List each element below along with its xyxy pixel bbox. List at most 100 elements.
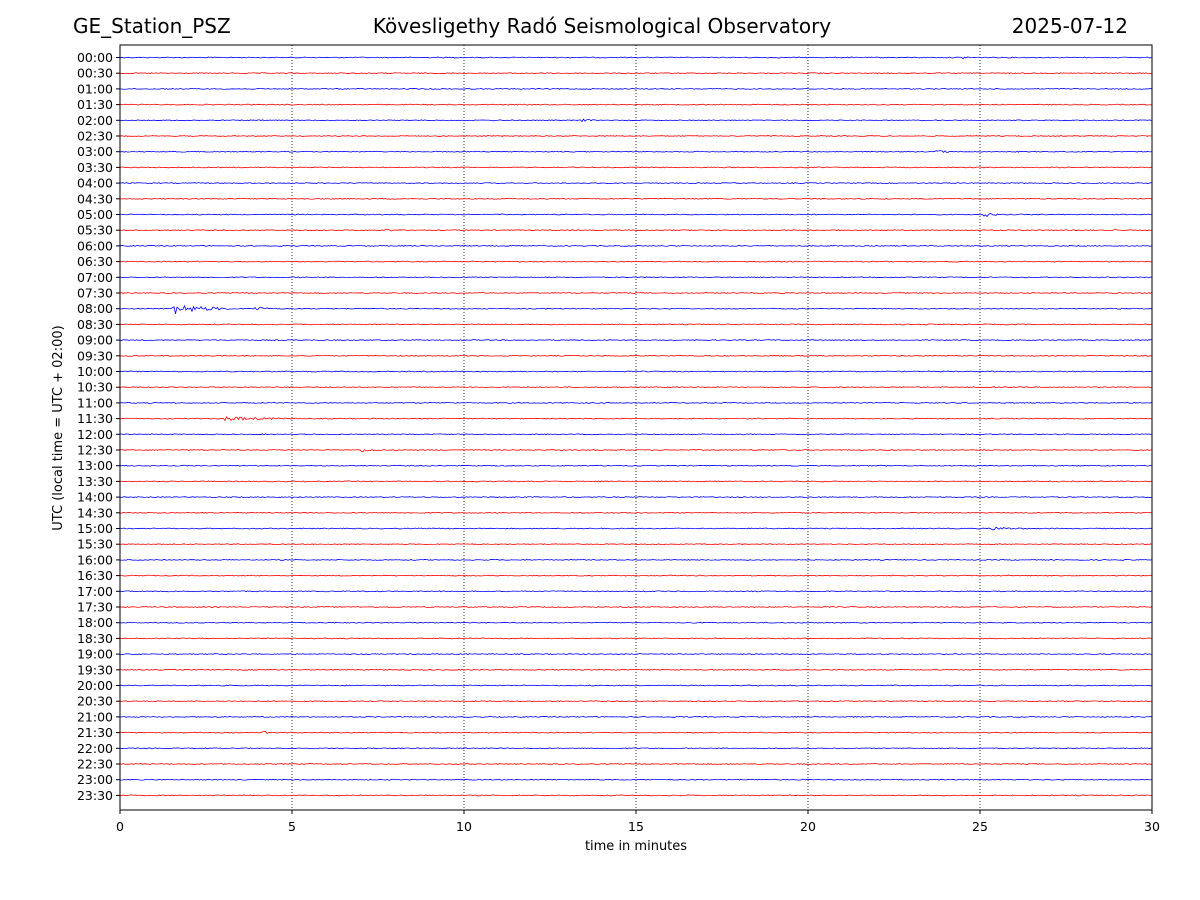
trace-row-1500 [119, 526, 1153, 531]
trace-row-2030 [119, 700, 1153, 703]
trace-row-1400 [119, 496, 1153, 498]
trace-row-1630 [119, 574, 1153, 577]
trace-row-0830 [119, 323, 1153, 326]
trace-row-1930 [119, 668, 1153, 671]
y-tick-label-1600: 16:00 [77, 552, 113, 567]
y-tick-label-0930: 09:30 [77, 348, 113, 363]
trace-row-0800 [119, 304, 1153, 314]
trace-row-1200 [119, 433, 1153, 436]
x-tick-label-25: 25 [972, 819, 988, 834]
y-tick-label-1400: 14:00 [77, 490, 113, 505]
y-tick-label-1530: 15:30 [77, 537, 113, 552]
trace-row-1000 [119, 370, 1153, 373]
y-axis-label: UTC (local time = UTC + 02:00) [51, 325, 66, 530]
trace-row-0200 [119, 118, 1153, 123]
y-tick-label-1100: 11:00 [77, 395, 113, 410]
y-tick-label-0200: 02:00 [77, 113, 113, 128]
x-tick-label-5: 5 [288, 819, 296, 834]
trace-row-0100 [119, 88, 1153, 90]
trace-row-2300 [119, 778, 1153, 781]
trace-row-0330 [119, 166, 1153, 169]
trace-row-1830 [119, 637, 1153, 640]
y-tick-label-2030: 20:30 [77, 694, 113, 709]
x-tick-label-20: 20 [800, 819, 816, 834]
y-axis: 00:0000:3001:0001:3002:0002:3003:0003:30… [77, 50, 120, 803]
y-tick-label-0230: 02:30 [77, 129, 113, 144]
y-tick-label-1030: 10:30 [77, 380, 113, 395]
y-tick-label-0630: 06:30 [77, 254, 113, 269]
trace-row-0400 [119, 182, 1153, 184]
y-tick-label-1900: 19:00 [77, 647, 113, 662]
trace-row-0300 [119, 150, 1153, 153]
y-tick-label-2230: 22:30 [77, 757, 113, 772]
y-tick-label-0830: 08:30 [77, 317, 113, 332]
y-tick-label-0030: 00:30 [77, 66, 113, 81]
y-tick-label-2330: 23:30 [77, 788, 113, 803]
trace-row-0730 [119, 292, 1153, 294]
y-tick-label-0400: 04:00 [77, 176, 113, 191]
trace-row-1130 [119, 416, 1153, 422]
y-tick-label-0900: 09:00 [77, 333, 113, 348]
y-tick-label-1430: 14:30 [77, 505, 113, 520]
trace-row-0430 [119, 197, 1153, 200]
trace-row-1300 [119, 464, 1153, 467]
trace-row-1800 [119, 621, 1153, 624]
trace-row-1730 [119, 606, 1153, 608]
y-tick-label-1330: 13:30 [77, 474, 113, 489]
y-tick-label-0000: 00:00 [77, 50, 113, 65]
y-tick-label-1730: 17:30 [77, 600, 113, 615]
y-tick-label-1630: 16:30 [77, 568, 113, 583]
y-tick-label-0600: 06:00 [77, 238, 113, 253]
y-tick-label-1000: 10:00 [77, 364, 113, 379]
seismogram-traces [119, 56, 1153, 797]
trace-row-2330 [119, 794, 1153, 797]
y-tick-label-1130: 11:30 [77, 411, 113, 426]
trace-row-2230 [119, 763, 1153, 765]
observatory-title: Kövesligethy Radó Seismological Observat… [372, 14, 832, 38]
trace-row-0030 [119, 72, 1153, 75]
trace-row-1700 [119, 590, 1153, 593]
trace-row-0000 [119, 56, 1153, 60]
y-tick-label-0700: 07:00 [77, 270, 113, 285]
trace-row-0700 [119, 276, 1153, 279]
trace-row-1230 [119, 449, 1153, 453]
y-tick-label-2000: 20:00 [77, 678, 113, 693]
y-tick-label-0430: 04:30 [77, 191, 113, 206]
trace-row-1330 [119, 480, 1153, 483]
y-tick-label-1300: 13:00 [77, 458, 113, 473]
x-axis: 0 5 10 15 20 25 30 [116, 810, 1160, 834]
trace-row-1100 [119, 402, 1153, 404]
station-name: GE_Station_PSZ [73, 14, 231, 38]
y-tick-label-1700: 17:00 [77, 584, 113, 599]
trace-row-0130 [119, 103, 1153, 106]
trace-row-0230 [119, 135, 1153, 137]
y-tick-label-0100: 01:00 [77, 81, 113, 96]
x-tick-label-30: 30 [1144, 819, 1160, 834]
y-tick-label-0530: 05:30 [77, 223, 113, 238]
trace-row-0600 [119, 245, 1153, 247]
trace-row-1430 [119, 511, 1153, 514]
trace-row-0900 [119, 339, 1153, 341]
trace-row-1900 [119, 653, 1153, 655]
y-tick-label-1930: 19:30 [77, 662, 113, 677]
trace-row-0530 [119, 228, 1153, 232]
x-tick-label-0: 0 [116, 819, 124, 834]
y-tick-label-0300: 03:00 [77, 144, 113, 159]
trace-row-2000 [119, 684, 1153, 687]
trace-row-0630 [119, 260, 1153, 263]
x-tick-label-10: 10 [456, 819, 472, 834]
y-tick-label-0730: 07:30 [77, 286, 113, 301]
y-tick-label-2130: 21:30 [77, 725, 113, 740]
trace-row-1030 [119, 386, 1153, 389]
x-tick-label-15: 15 [628, 819, 644, 834]
y-tick-label-0130: 01:30 [77, 97, 113, 112]
y-tick-label-2100: 21:00 [77, 709, 113, 724]
x-axis-label: time in minutes [585, 839, 687, 854]
trace-row-1600 [119, 559, 1153, 561]
grid-lines [291, 45, 981, 810]
trace-row-2200 [119, 747, 1153, 750]
y-tick-label-1500: 15:00 [77, 521, 113, 536]
y-tick-label-1830: 18:30 [77, 631, 113, 646]
y-tick-label-2200: 22:00 [77, 741, 113, 756]
y-tick-label-1800: 18:00 [77, 615, 113, 630]
